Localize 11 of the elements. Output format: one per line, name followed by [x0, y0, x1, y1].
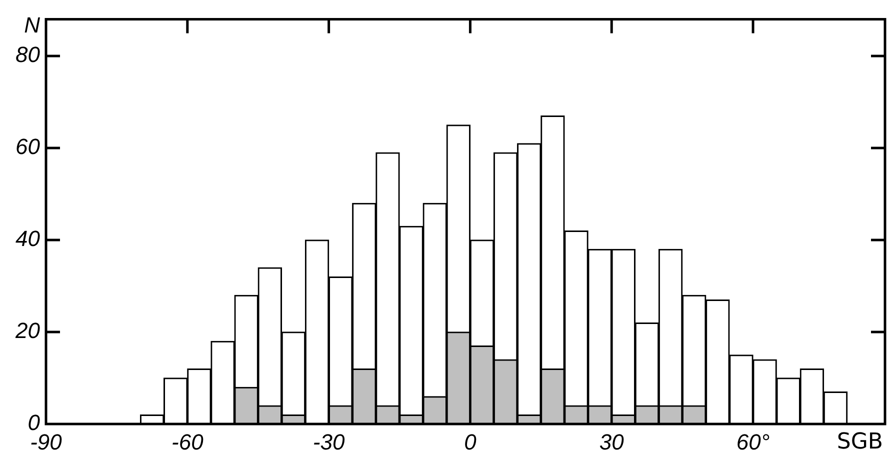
y-tick-label: 60: [16, 134, 41, 160]
x-axis-title: SGB: [836, 430, 883, 455]
x-tick-label: 0: [464, 429, 478, 454]
y-axis-title: N: [24, 12, 40, 38]
x-tick-label: 30: [599, 429, 625, 454]
y-tick-label: 40: [16, 226, 41, 252]
y-tick-label: 20: [14, 318, 41, 344]
y-tick-label: 80: [16, 42, 41, 68]
x-tick-label: 60°: [736, 429, 770, 454]
x-tick-label: -60: [172, 429, 204, 454]
x-tick-label: -30: [312, 429, 346, 454]
